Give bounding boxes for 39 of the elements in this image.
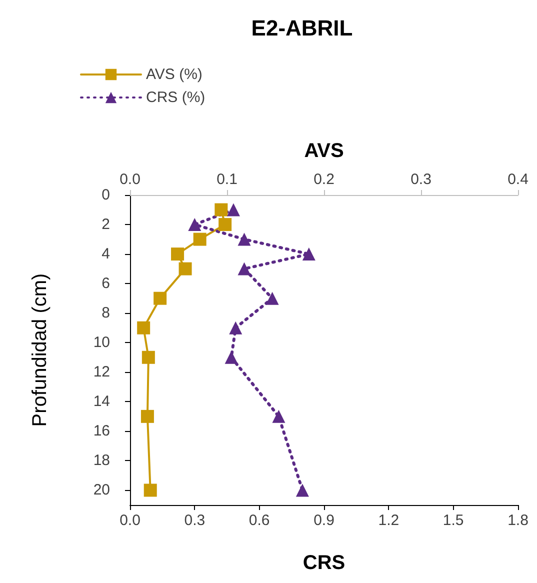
y-tick-label: 2 <box>102 216 110 234</box>
point <box>238 232 251 246</box>
x-tick-label: 1.2 <box>378 512 400 529</box>
x-axis-title: CRS <box>302 552 346 574</box>
point <box>224 350 238 364</box>
point <box>188 218 202 232</box>
x2-tick-label: 0.3 <box>410 171 432 188</box>
x-tick-label: 0.0 <box>120 512 140 529</box>
legend-label: AVS (%) <box>146 66 202 83</box>
y-tick-label: 14 <box>93 393 110 410</box>
point <box>238 262 251 276</box>
point <box>302 248 316 261</box>
point <box>226 203 240 216</box>
x2-axis-title: AVS <box>304 140 344 162</box>
chart-title: E2-ABRIL <box>251 16 353 40</box>
x-tick-label: 0.6 <box>248 512 270 529</box>
y-tick-label: 0 <box>102 186 110 204</box>
y-tick-label: 6 <box>102 275 110 292</box>
y-tick-label: 18 <box>93 452 110 470</box>
y-tick-label: 8 <box>102 304 110 322</box>
y-tick-label: 16 <box>93 422 110 440</box>
x-tick-label: 1.8 <box>508 512 528 529</box>
y-axis-title: Profundidad (cm) <box>29 273 51 427</box>
y-tick-label: 10 <box>93 334 110 352</box>
point <box>229 321 242 334</box>
y-tick-label: 12 <box>93 364 110 381</box>
x2-tick-label: 0.2 <box>314 171 334 188</box>
y-tick-label: 20 <box>93 482 110 499</box>
x-tick-label: 1.5 <box>442 512 464 529</box>
point <box>296 484 309 497</box>
x2-tick-label: 0.0 <box>120 171 140 188</box>
point <box>266 292 279 305</box>
x-tick-label: 0.9 <box>314 512 334 529</box>
point <box>272 410 286 423</box>
y-tick-label: 4 <box>102 246 110 263</box>
x2-tick-label: 0.1 <box>216 171 238 188</box>
x-tick-label: 0.3 <box>184 512 206 529</box>
x2-tick-label: 0.4 <box>508 171 528 188</box>
legend-label: CRS (%) <box>146 89 206 106</box>
